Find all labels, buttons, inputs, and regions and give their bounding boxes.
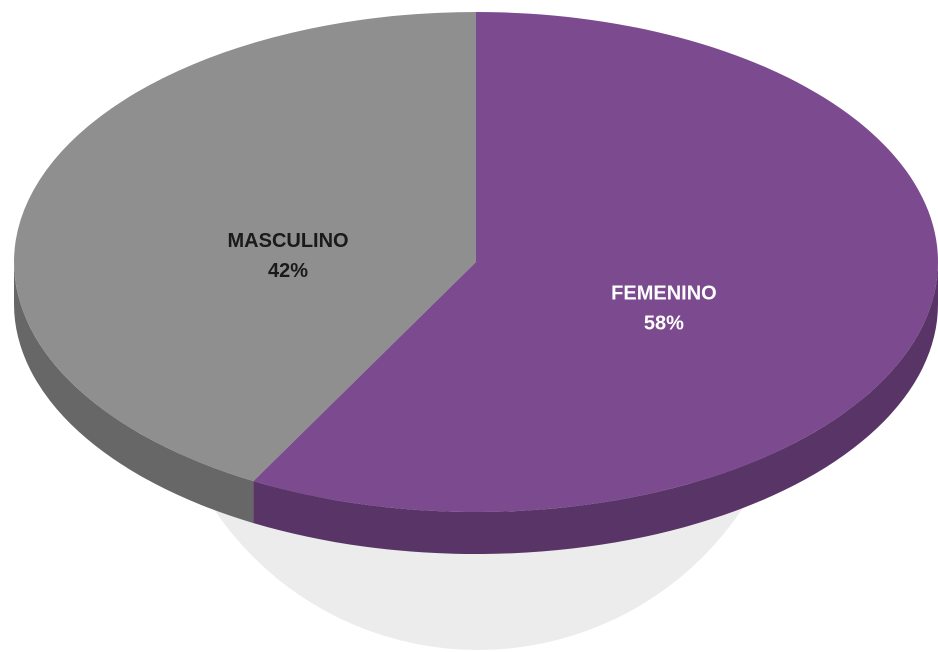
pie-side (13, 262, 254, 524)
value-label: 42% (268, 260, 308, 282)
value-label: 58% (644, 312, 684, 334)
slice-label: MASCULINO (228, 230, 349, 252)
slice-label: FEMENINO (611, 282, 717, 304)
pie-side (253, 262, 938, 554)
pie-slice (13, 12, 476, 482)
pie-slice (253, 12, 938, 512)
